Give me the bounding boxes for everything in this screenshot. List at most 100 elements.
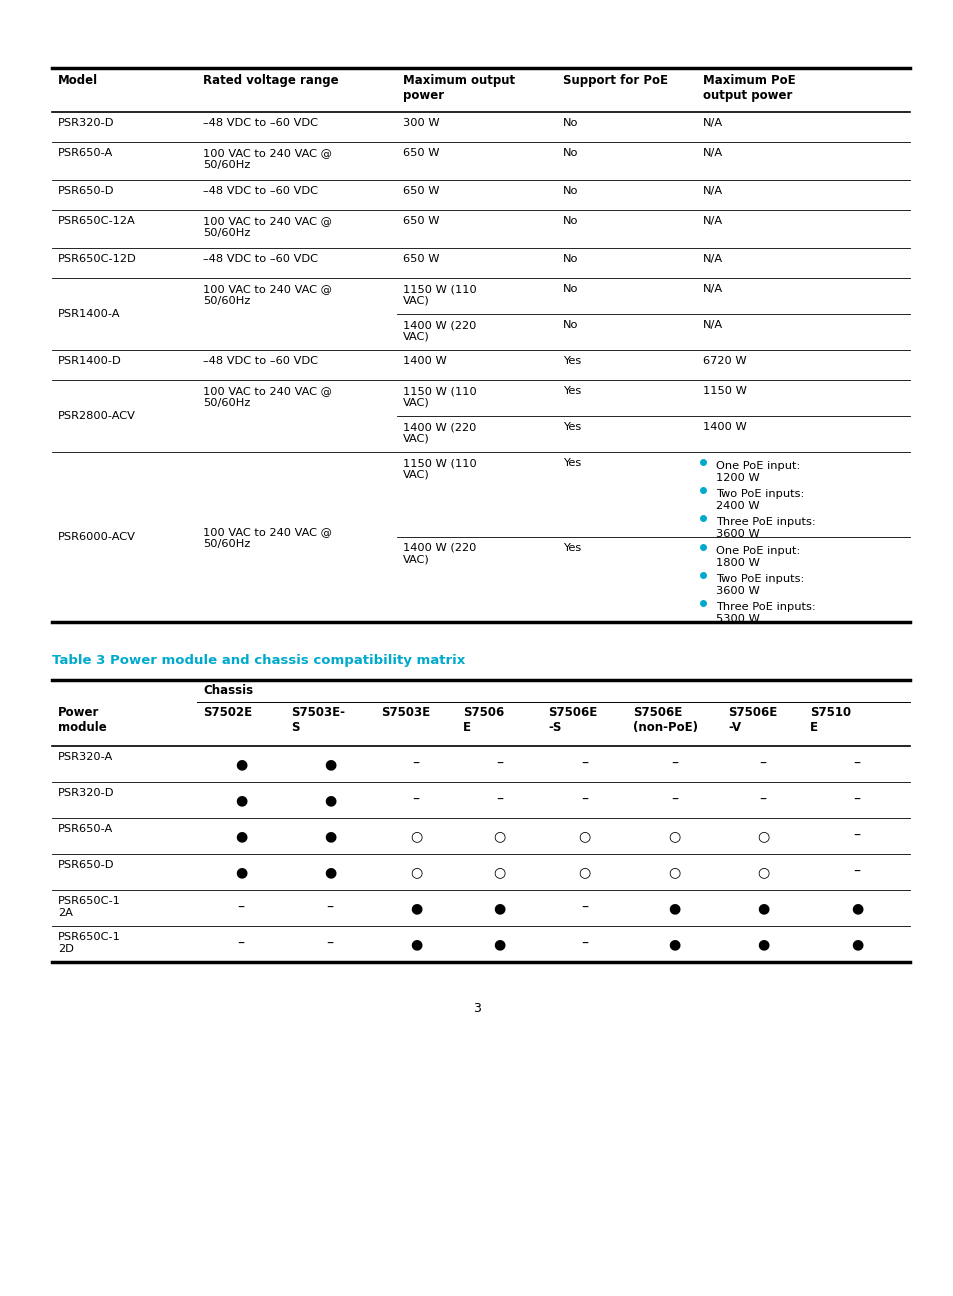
Text: 1150 W (110
VAC): 1150 W (110 VAC) <box>402 457 476 480</box>
Text: ●: ● <box>756 937 768 951</box>
Text: ●: ● <box>668 937 680 951</box>
Text: 3: 3 <box>473 1002 480 1015</box>
Text: N/A: N/A <box>702 254 722 264</box>
Text: Two PoE inputs:
3600 W: Two PoE inputs: 3600 W <box>716 574 803 596</box>
Text: –48 VDC to –60 VDC: –48 VDC to –60 VDC <box>203 254 317 264</box>
Text: ●: ● <box>323 793 335 807</box>
Text: No: No <box>562 118 578 128</box>
Text: No: No <box>562 284 578 294</box>
Text: –: – <box>496 757 502 771</box>
Text: PSR650-A: PSR650-A <box>58 148 113 158</box>
Text: 300 W: 300 W <box>402 118 439 128</box>
Text: No: No <box>562 187 578 196</box>
Text: PSR650C-1
2A: PSR650C-1 2A <box>58 896 121 918</box>
Text: 1150 W: 1150 W <box>702 386 746 397</box>
Text: ●: ● <box>234 793 247 807</box>
Text: ●: ● <box>493 901 505 915</box>
Text: –: – <box>237 937 244 951</box>
Text: –48 VDC to –60 VDC: –48 VDC to –60 VDC <box>203 118 317 128</box>
Text: 100 VAC to 240 VAC @
50/60Hz: 100 VAC to 240 VAC @ 50/60Hz <box>203 216 332 237</box>
Text: Yes: Yes <box>562 543 580 553</box>
Text: –: – <box>580 901 587 915</box>
Text: –48 VDC to –60 VDC: –48 VDC to –60 VDC <box>203 187 317 196</box>
Text: S7510
E: S7510 E <box>809 706 850 734</box>
Text: No: No <box>562 254 578 264</box>
Text: ○: ○ <box>578 829 590 842</box>
Text: ○: ○ <box>410 864 422 879</box>
Text: N/A: N/A <box>702 148 722 158</box>
Text: PSR320-D: PSR320-D <box>58 118 114 128</box>
Text: S7506E
-V: S7506E -V <box>727 706 777 734</box>
Text: PSR1400-A: PSR1400-A <box>58 308 120 319</box>
Text: –: – <box>853 829 860 842</box>
Text: No: No <box>562 320 578 330</box>
Text: –: – <box>326 901 334 915</box>
Text: PSR650-D: PSR650-D <box>58 187 114 196</box>
Text: ○: ○ <box>668 829 680 842</box>
Text: –: – <box>759 757 766 771</box>
Text: Yes: Yes <box>562 356 580 365</box>
Text: 1150 W (110
VAC): 1150 W (110 VAC) <box>402 386 476 408</box>
Text: Power
module: Power module <box>58 706 107 734</box>
Text: –: – <box>412 757 419 771</box>
Text: N/A: N/A <box>702 118 722 128</box>
Text: S7502E: S7502E <box>203 706 252 719</box>
Text: Table 3 Power module and chassis compatibility matrix: Table 3 Power module and chassis compati… <box>52 654 465 667</box>
Text: 100 VAC to 240 VAC @
50/60Hz: 100 VAC to 240 VAC @ 50/60Hz <box>203 386 332 408</box>
Text: Maximum PoE
output power: Maximum PoE output power <box>702 74 795 102</box>
Text: Yes: Yes <box>562 422 580 432</box>
Text: 100 VAC to 240 VAC @
50/60Hz: 100 VAC to 240 VAC @ 50/60Hz <box>203 527 332 548</box>
Text: –: – <box>853 793 860 807</box>
Text: PSR650C-12D: PSR650C-12D <box>58 254 136 264</box>
Text: –: – <box>237 901 244 915</box>
Text: PSR6000-ACV: PSR6000-ACV <box>58 531 135 542</box>
Text: ●: ● <box>756 901 768 915</box>
Text: ●: ● <box>410 901 422 915</box>
Text: S7506
E: S7506 E <box>462 706 504 734</box>
Text: ●: ● <box>323 829 335 842</box>
Text: ○: ○ <box>410 829 422 842</box>
Text: ●: ● <box>668 901 680 915</box>
Text: No: No <box>562 216 578 226</box>
Text: ●: ● <box>493 937 505 951</box>
Text: One PoE input:
1800 W: One PoE input: 1800 W <box>716 546 800 568</box>
Text: –48 VDC to –60 VDC: –48 VDC to –60 VDC <box>203 356 317 365</box>
Text: ○: ○ <box>493 829 505 842</box>
Text: S7506E
(non-PoE): S7506E (non-PoE) <box>633 706 698 734</box>
Text: No: No <box>562 148 578 158</box>
Text: PSR1400-D: PSR1400-D <box>58 356 122 365</box>
Text: –: – <box>670 757 678 771</box>
Text: –: – <box>853 757 860 771</box>
Text: 100 VAC to 240 VAC @
50/60Hz: 100 VAC to 240 VAC @ 50/60Hz <box>203 148 332 170</box>
Text: 100 VAC to 240 VAC @
50/60Hz: 100 VAC to 240 VAC @ 50/60Hz <box>203 284 332 306</box>
Text: ●: ● <box>410 937 422 951</box>
Text: Three PoE inputs:
3600 W: Three PoE inputs: 3600 W <box>716 517 815 539</box>
Text: PSR650C-12A: PSR650C-12A <box>58 216 135 226</box>
Text: ●: ● <box>234 829 247 842</box>
Text: PSR650C-1
2D: PSR650C-1 2D <box>58 932 121 954</box>
Text: –: – <box>853 864 860 879</box>
Text: 650 W: 650 W <box>402 216 439 226</box>
Text: –: – <box>759 793 766 807</box>
Text: –: – <box>580 793 587 807</box>
Text: Support for PoE: Support for PoE <box>562 74 667 87</box>
Text: 650 W: 650 W <box>402 254 439 264</box>
Text: S7503E: S7503E <box>380 706 430 719</box>
Text: Yes: Yes <box>562 457 580 468</box>
Text: ○: ○ <box>668 864 680 879</box>
Text: 650 W: 650 W <box>402 148 439 158</box>
Text: PSR320-D: PSR320-D <box>58 788 114 798</box>
Text: ●: ● <box>850 937 862 951</box>
Text: –: – <box>670 793 678 807</box>
Text: N/A: N/A <box>702 187 722 196</box>
Text: ○: ○ <box>756 864 768 879</box>
Text: –: – <box>580 937 587 951</box>
Text: ○: ○ <box>493 864 505 879</box>
Text: S7503E-
S: S7503E- S <box>291 706 345 734</box>
Text: Model: Model <box>58 74 98 87</box>
Text: ●: ● <box>323 864 335 879</box>
Text: Two PoE inputs:
2400 W: Two PoE inputs: 2400 W <box>716 489 803 511</box>
Text: 1400 W (220
VAC): 1400 W (220 VAC) <box>402 422 476 443</box>
Text: 650 W: 650 W <box>402 187 439 196</box>
Text: One PoE input:
1200 W: One PoE input: 1200 W <box>716 461 800 482</box>
